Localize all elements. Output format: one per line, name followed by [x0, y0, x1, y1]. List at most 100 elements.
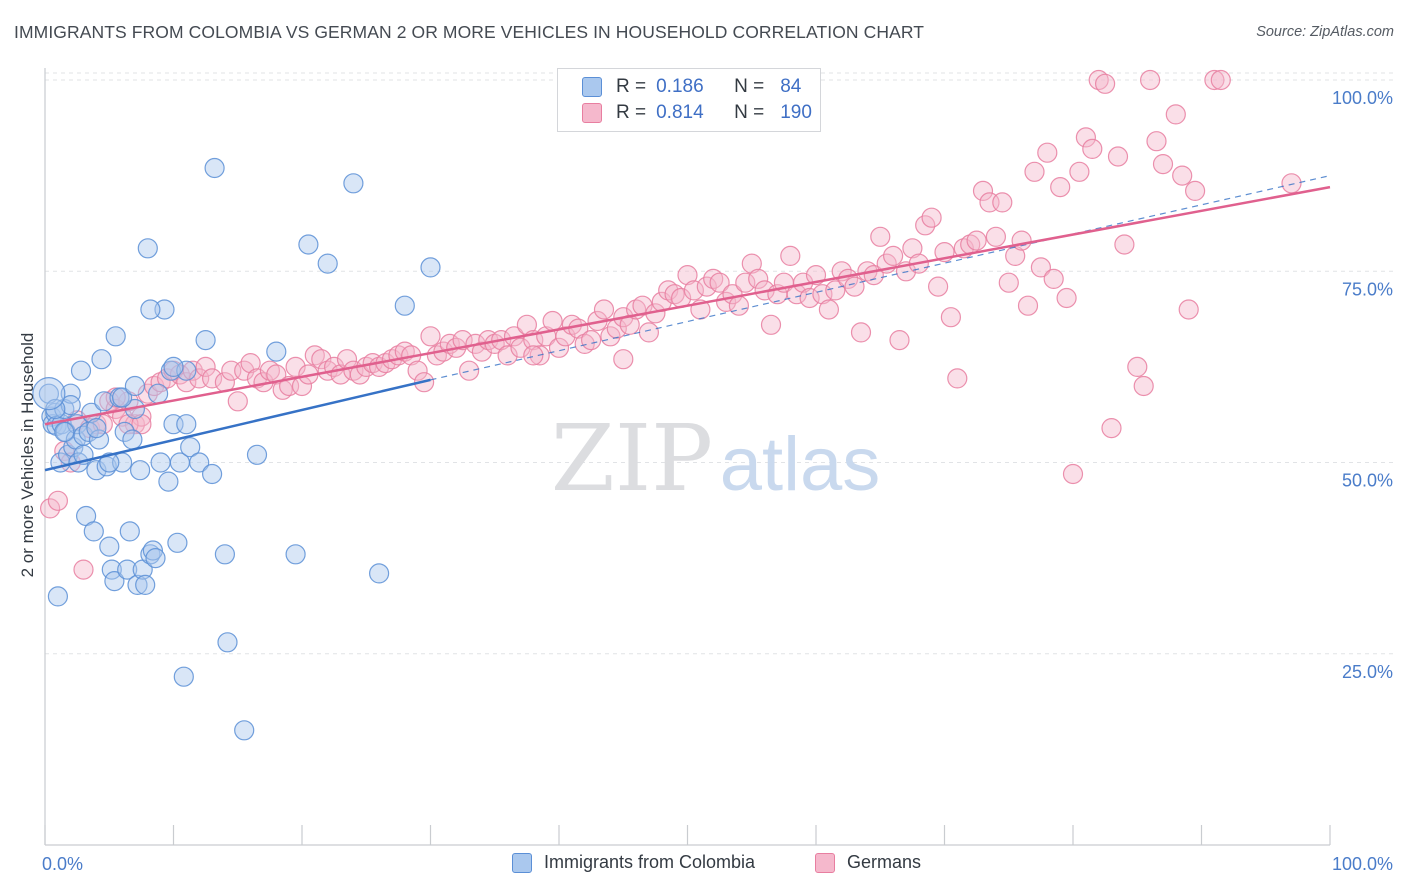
point-colombia — [60, 395, 81, 416]
point-germans — [420, 326, 441, 347]
point-germans — [452, 330, 473, 351]
point-colombia — [246, 444, 268, 465]
point-germans — [940, 307, 962, 328]
trend-germans — [44, 185, 1331, 426]
legend-item-colombia[interactable]: Immigrants from Colombia — [512, 852, 755, 873]
y-tick-label: 100.0% — [1332, 88, 1393, 108]
point-colombia — [124, 375, 145, 397]
watermark: ZIP atlas — [551, 405, 880, 512]
point-germans — [1152, 154, 1174, 175]
point-germans — [1101, 418, 1122, 439]
point-germans — [882, 245, 904, 266]
point-germans — [523, 345, 544, 366]
legend-n-label: N = — [734, 102, 765, 123]
point-colombia — [91, 349, 112, 370]
point-germans — [741, 253, 762, 274]
point-germans — [131, 414, 152, 435]
legend-r-label: R = — [616, 76, 647, 97]
legend-item-germans[interactable]: Germans — [815, 852, 921, 873]
point-germans — [1210, 69, 1231, 91]
chart-title: IMMIGRANTS FROM COLOMBIA VS GERMAN 2 OR … — [14, 22, 925, 42]
point-germans — [1204, 69, 1225, 91]
point-colombia — [117, 559, 138, 580]
point-germans — [285, 356, 306, 377]
point-germans — [1184, 180, 1206, 201]
legend-n-value: 84 — [780, 76, 802, 97]
point-colombia — [298, 234, 319, 255]
x-tick-label-min: 0.0% — [42, 854, 83, 874]
point-germans — [1030, 257, 1052, 278]
point-germans — [555, 326, 576, 347]
point-germans — [39, 498, 61, 519]
point-germans — [1178, 299, 1199, 320]
point-germans — [1127, 356, 1148, 377]
point-germans — [889, 330, 910, 351]
point-colombia — [343, 173, 364, 194]
point-colombia — [60, 383, 81, 404]
point-germans — [1165, 104, 1186, 125]
point-germans — [176, 372, 197, 393]
point-germans — [658, 280, 679, 301]
point-colombia — [83, 521, 104, 542]
point-germans — [593, 299, 615, 320]
legend-n-label: N = — [734, 76, 765, 97]
point-colombia — [111, 387, 133, 408]
point-germans — [227, 391, 248, 412]
point-colombia — [163, 356, 184, 377]
point-colombia — [135, 574, 156, 596]
y-axis-label: 2 or more Vehicles in Household — [18, 332, 37, 578]
point-germans — [73, 559, 94, 580]
point-colombia — [119, 521, 140, 542]
point-germans — [927, 276, 949, 297]
point-colombia — [285, 544, 306, 565]
point-colombia — [47, 586, 69, 607]
watermark-atlas: atlas — [720, 422, 881, 507]
axes — [44, 68, 1331, 846]
point-colombia — [234, 720, 255, 741]
legend-item-label: Germans — [847, 852, 922, 872]
point-colombia — [176, 360, 197, 381]
x-tick-label-max: 100.0% — [1332, 854, 1393, 874]
point-germans — [1094, 73, 1116, 94]
legend-swatch-blue — [582, 77, 602, 97]
point-colombia — [145, 547, 166, 569]
correlation-legend: R = 0.186 N = 84 R = 0.814 N = 190 — [557, 68, 821, 132]
point-colombia — [214, 544, 235, 565]
point-germans — [735, 272, 756, 293]
point-colombia — [176, 414, 197, 435]
point-germans — [812, 284, 833, 305]
point-germans — [1172, 165, 1193, 186]
point-colombia — [140, 299, 161, 320]
point-colombia — [63, 437, 84, 458]
series-immigrants-from-colombia — [32, 157, 441, 741]
point-colombia — [105, 326, 126, 347]
point-colombia — [394, 295, 415, 316]
point-colombia — [217, 632, 238, 653]
point-colombia — [142, 540, 163, 561]
point-colombia — [158, 471, 179, 492]
point-germans — [966, 230, 987, 251]
point-colombia — [160, 360, 181, 381]
point-germans — [1050, 177, 1071, 198]
point-germans — [664, 284, 685, 305]
point-germans — [921, 207, 942, 228]
series-legend: Immigrants from Colombia Germans — [0, 852, 1406, 878]
point-colombia — [189, 452, 210, 473]
point-germans — [1133, 375, 1154, 397]
point-germans — [1024, 161, 1045, 182]
legend-swatch-pink — [815, 852, 835, 873]
point-colombia — [127, 574, 148, 596]
point-germans — [407, 360, 428, 381]
point-colombia — [420, 257, 441, 278]
point-colombia — [195, 330, 216, 351]
point-colombia — [130, 460, 151, 481]
point-germans — [202, 368, 223, 389]
point-germans — [304, 345, 325, 366]
point-germans — [497, 345, 518, 366]
point-germans — [870, 226, 891, 247]
point-germans — [818, 299, 840, 320]
point-germans — [998, 272, 1019, 293]
point-germans — [985, 226, 1007, 247]
legend-swatch-blue — [512, 852, 532, 873]
